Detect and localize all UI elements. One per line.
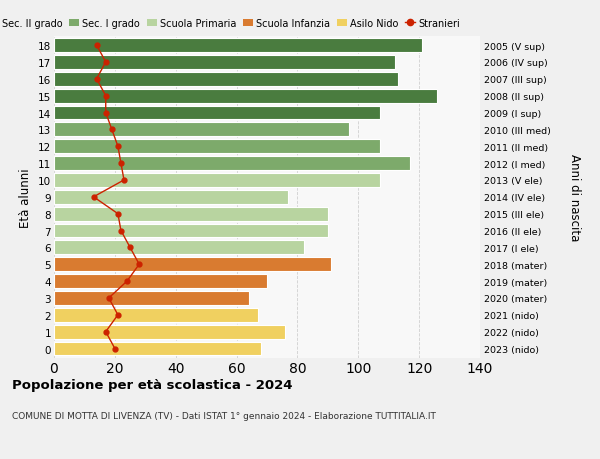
Bar [54,258,331,272]
Bar [54,140,380,154]
Legend: Sec. II grado, Sec. I grado, Scuola Primaria, Scuola Infanzia, Asilo Nido, Stran: Sec. II grado, Sec. I grado, Scuola Prim… [0,19,460,28]
Bar [54,106,380,120]
Bar [54,224,328,238]
Bar [54,274,267,288]
Bar [54,56,395,70]
Bar [54,190,288,204]
Bar [54,73,398,86]
Bar [54,90,437,103]
Y-axis label: Anni di nascita: Anni di nascita [568,154,581,241]
Bar [54,342,261,356]
Text: Popolazione per età scolastica - 2024: Popolazione per età scolastica - 2024 [12,379,293,392]
Bar [54,325,285,339]
Bar [54,241,304,255]
Bar [54,207,328,221]
Bar [54,308,258,322]
Bar [54,291,249,305]
Bar [54,157,410,171]
Bar [54,39,422,53]
Y-axis label: Età alunni: Età alunni [19,168,32,227]
Bar [54,123,349,137]
Bar [54,174,380,187]
Text: COMUNE DI MOTTA DI LIVENZA (TV) - Dati ISTAT 1° gennaio 2024 - Elaborazione TUTT: COMUNE DI MOTTA DI LIVENZA (TV) - Dati I… [12,411,436,420]
